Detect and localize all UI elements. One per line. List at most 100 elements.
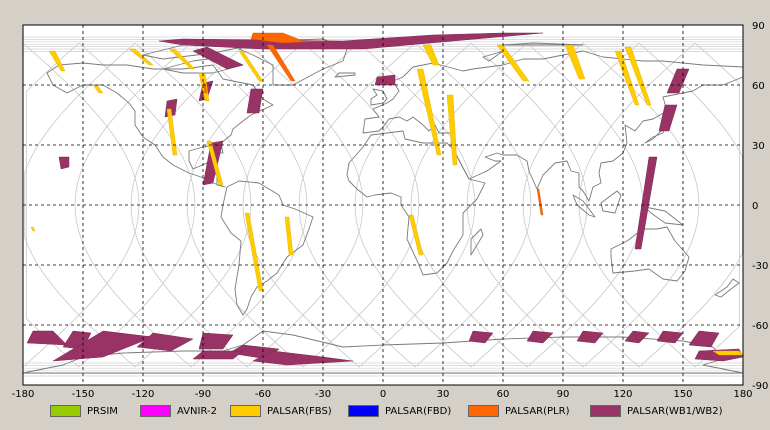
footprint-palsar-wb [192,46,244,70]
lat-tick-label: -30 [752,261,768,272]
footprint-palsar-wb [658,104,678,132]
orbit-track [246,42,364,368]
legend-item-avnir2: AVNIR-2 [140,404,217,418]
footprint-palsar-fbs [284,216,294,256]
lat-tick-label: -60 [752,321,768,332]
lat-tick-label: 30 [752,141,765,152]
footprint-palsar-wb [634,156,658,250]
lon-tick-label: 120 [613,389,632,400]
legend-item-palsar-fbd: PALSAR(FBD) [348,404,451,418]
legend-swatch-avnir2 [140,405,171,417]
footprint-palsar-plr [250,32,324,44]
lon-tick-label: 150 [673,389,692,400]
footprint-palsar-wb [192,350,244,360]
coastline [334,72,356,78]
footprint-palsar-plr [266,44,296,82]
coastline [610,226,690,282]
coastline [572,194,596,218]
orbit-track [582,42,700,368]
footprint-palsar-fbs [48,50,66,72]
lat-tick-label: 0 [752,201,758,212]
longitude-ticks: -180 -150 -120 -90 -60 -30 0 30 60 90 120 150 180 [12,389,753,400]
lon-tick-label: -30 [315,389,331,400]
legend-swatch-palsar-fbd [348,405,379,417]
footprint-palsar-fbs [624,46,652,106]
footprint-palsar-fbs [408,214,424,256]
lon-tick-label: -120 [132,389,155,400]
orbit-track [414,42,532,368]
orbit-track [578,42,696,368]
footprint-palsar-wb [198,332,234,350]
legend-label-palsar-wb: PALSAR(WB1/WB2) [627,405,723,417]
footprint-palsar-plr [202,82,208,94]
legend-label-avnir2: AVNIR-2 [177,405,217,417]
lon-tick-label: -90 [195,389,211,400]
footprint-palsar-fbs [168,48,196,70]
footprint-palsar-wb [136,332,194,352]
coastline [644,206,684,226]
footprint-palsar-wb [58,156,70,170]
footprint-palsar-wb [688,330,720,348]
legend-label-palsar-fbs: PALSAR(FBS) [267,405,332,417]
lon-tick-label: -60 [255,389,271,400]
coastline [470,228,484,256]
lon-tick-label: 0 [380,389,386,400]
orbit-track [410,42,528,368]
lon-tick-label: -180 [12,389,35,400]
lon-tick-label: 90 [557,389,570,400]
footprint-palsar-fbs [206,140,224,186]
lon-tick-label: 180 [733,389,752,400]
orbit-track [74,42,192,368]
lat-tick-label: 60 [752,81,765,92]
coastline [370,88,388,106]
footprint-palsar-fbs [416,68,442,156]
coastline [220,180,314,316]
legend-item-palsar-wb: PALSAR(WB1/WB2) [590,404,723,418]
coastline [714,278,740,298]
footprint-palsar-wb [624,330,650,344]
footprint-palsar-wb [576,330,604,344]
graticule [22,24,744,386]
footprint-palsar-fbs [128,48,154,66]
footprint-palsar-fbs [446,94,458,166]
legend-swatch-palsar-plr [468,405,499,417]
footprint-palsar-wb [52,330,154,362]
legend-swatch-palsar-wb [590,405,621,417]
legend-item-prism: PRSIM [50,404,118,418]
footprint-palsar-fbs [422,44,440,66]
map-border [22,24,744,386]
footprint-palsar-wb [468,330,494,344]
coastline [346,130,486,276]
orbit-track [78,42,196,368]
coastline [502,42,584,46]
legend-label-palsar-fbd: PALSAR(FBD) [385,405,452,417]
orbit-track [242,42,360,368]
footprint-palsar-fbs [30,226,36,232]
footprint-palsar-wb [246,88,264,114]
footprint-palsar-wb [656,330,684,344]
lat-tick-label: 90 [752,21,765,32]
legend-label-prism: PRSIM [87,405,118,417]
coastline [46,62,274,188]
lon-tick-label: -150 [72,389,95,400]
footprint-palsar-wb [666,68,690,94]
legend-label-palsar-plr: PALSAR(PLR) [505,405,570,417]
footprint-palsar-wb [252,350,354,366]
footprint-palsar-fbs [166,108,178,156]
footprint-palsar-fbs [564,44,586,80]
legend: PRSIM AVNIR-2 PALSAR(FBS) PALSAR(FBD) PA… [0,401,770,421]
footprint-palsar-fbs [614,50,640,106]
lat-tick-label: -90 [752,381,768,392]
legend-swatch-prism [50,405,81,417]
footprint-palsar-wb [526,330,554,344]
observation-footprints [26,32,744,366]
latitude-ticks: 90 60 30 0 -30 -60 -90 [752,21,768,392]
legend-item-palsar-fbs: PALSAR(FBS) [230,404,332,418]
lon-tick-label: 60 [497,389,510,400]
footprint-palsar-fbs [496,44,530,82]
legend-swatch-palsar-fbs [230,405,261,417]
lon-tick-label: 30 [437,389,450,400]
footprint-palsar-plr [536,188,544,216]
legend-item-palsar-plr: PALSAR(PLR) [468,404,569,418]
